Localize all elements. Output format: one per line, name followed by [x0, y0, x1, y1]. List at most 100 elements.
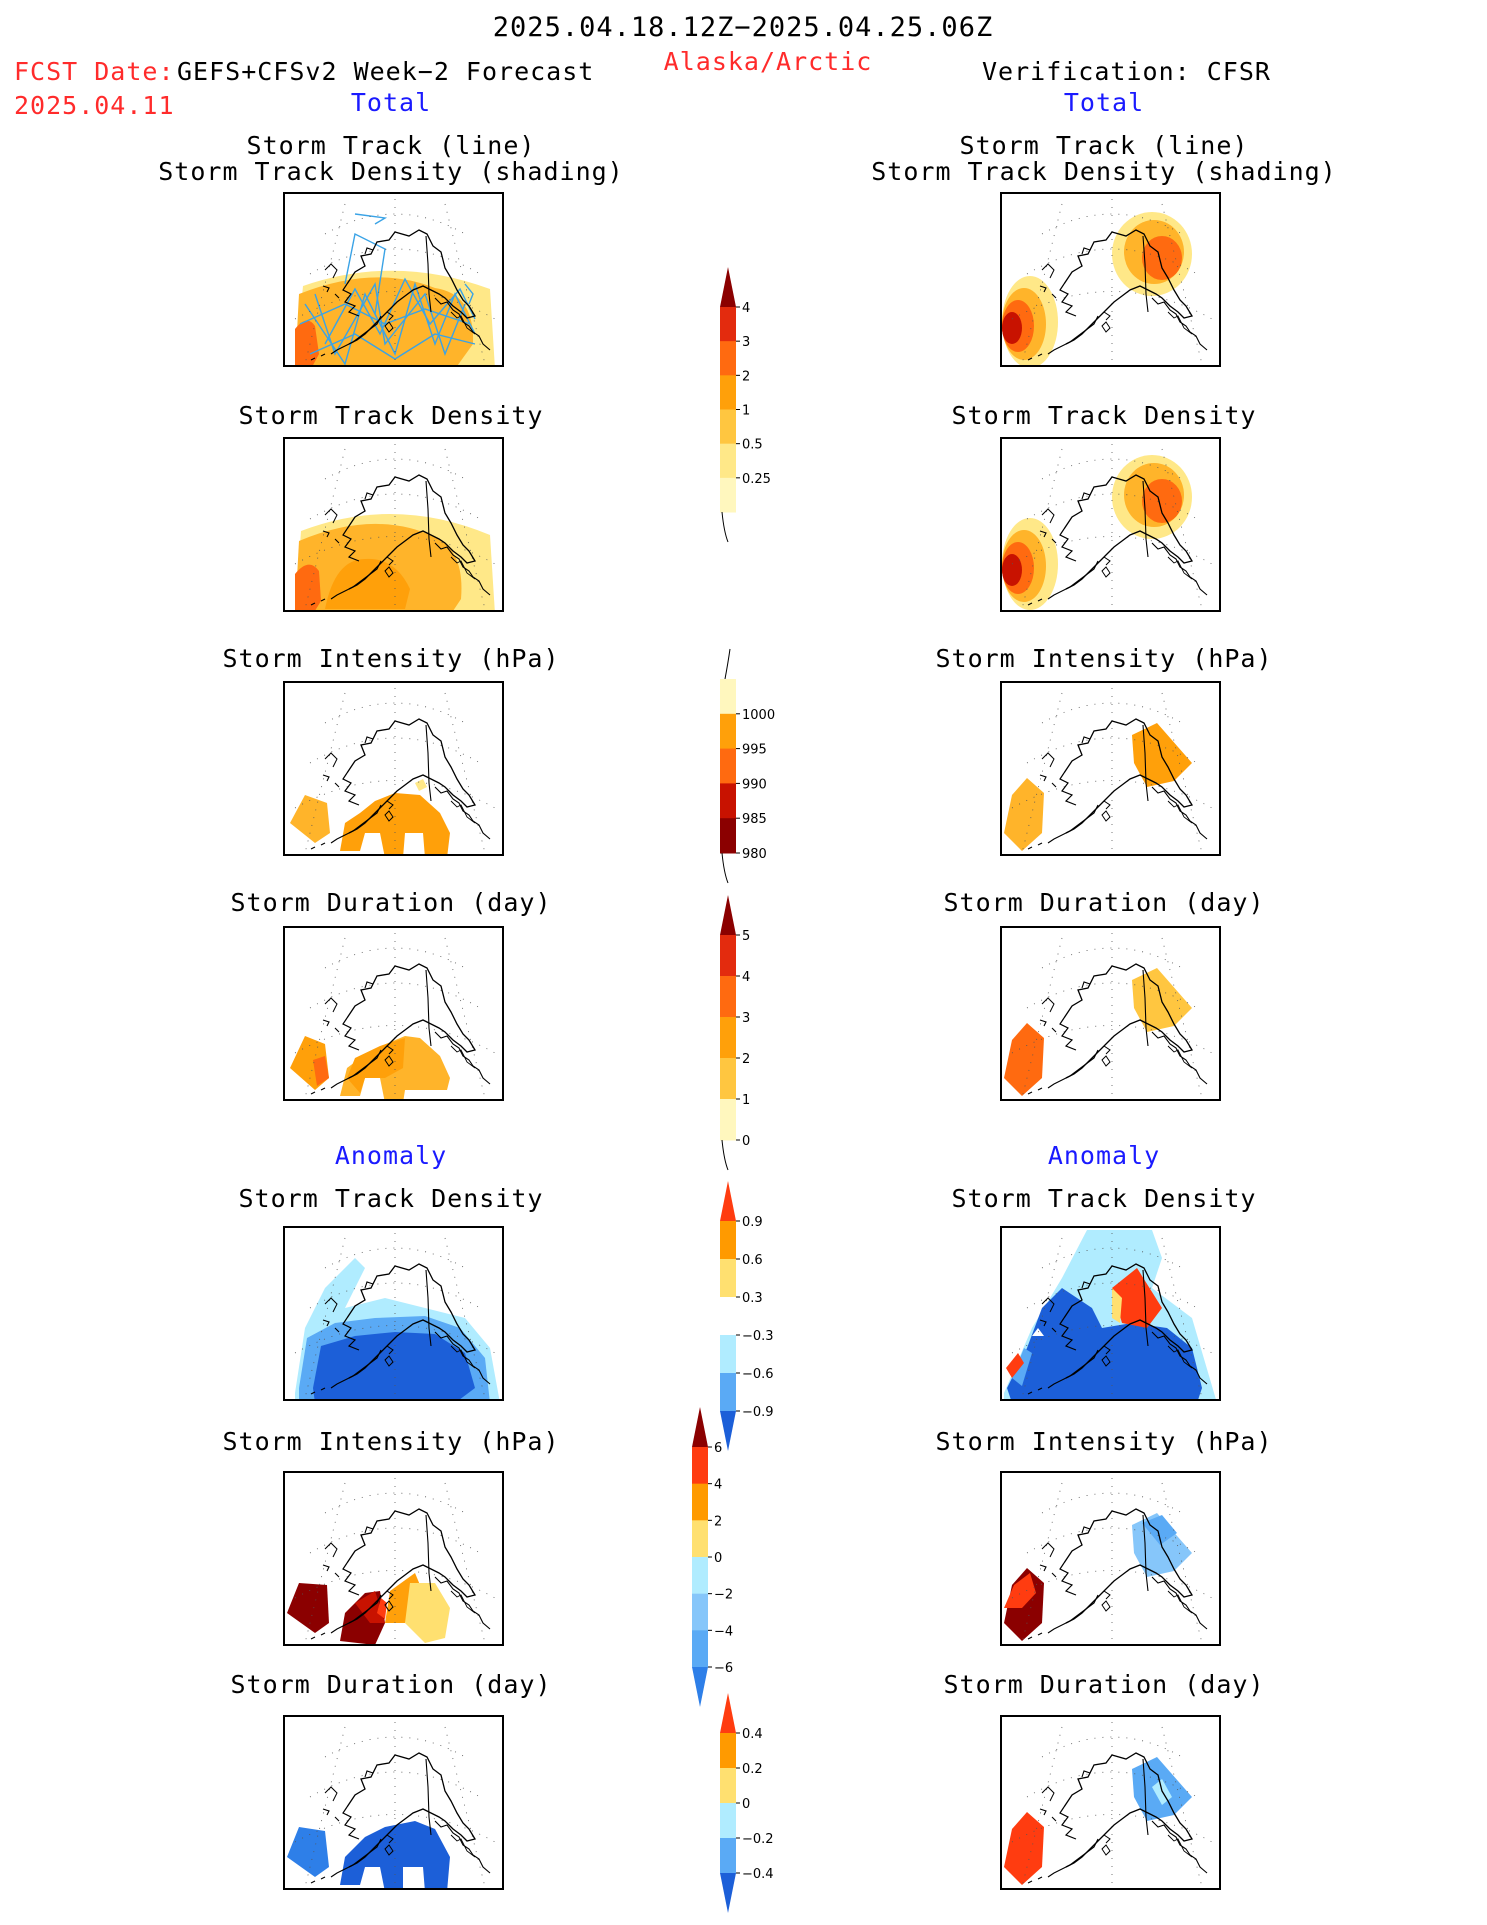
section-total-left: Total — [350, 88, 432, 117]
colorbar-box — [720, 1297, 736, 1336]
map-panel-density-anomaly-forecast — [283, 1226, 504, 1401]
colorbar-box — [720, 1099, 736, 1141]
title-density-right: Storm Track Density — [951, 401, 1257, 430]
colorbar-label: 990 — [742, 777, 767, 792]
colorbar-triangle-top — [720, 1693, 736, 1733]
colorbar-label: 0.9 — [742, 1215, 763, 1230]
title-duration-anom-right: Storm Duration (day) — [943, 1670, 1265, 1699]
colorbar-label: 5 — [742, 929, 750, 944]
colorbar-box — [720, 341, 736, 376]
title-track-line-right: Storm Track (line) — [959, 131, 1249, 160]
map-panel-intensity-forecast — [283, 681, 504, 856]
colorbar-box — [692, 1593, 708, 1631]
section-anomaly-left: Anomaly — [334, 1141, 448, 1170]
colorbar-label: 0.6 — [742, 1253, 763, 1268]
map-panel-intensity-verification — [1000, 681, 1221, 856]
title-duration-left: Storm Duration (day) — [230, 888, 552, 917]
colorbar-label: 2 — [742, 369, 750, 384]
colorbar-triangle-top — [692, 1407, 708, 1447]
title-duration-right: Storm Duration (day) — [943, 888, 1265, 917]
colorbar-box — [720, 976, 736, 1018]
colorbar-label: 985 — [742, 812, 767, 827]
fcst-date-label: FCST Date: — [14, 57, 175, 86]
title-intensity-right: Storm Intensity (hPa) — [935, 644, 1273, 673]
title-track-shading-left: Storm Track Density (shading) — [158, 157, 624, 186]
colorbar-box — [720, 1733, 736, 1769]
colorbar-label: −0.4 — [742, 1867, 774, 1882]
colorbar-label: 0.4 — [742, 1727, 763, 1742]
map-panel-duration-anomaly-verification — [1000, 1715, 1221, 1890]
colorbar-open-end — [721, 1139, 729, 1171]
colorbar-label: 6 — [714, 1441, 722, 1456]
title-density-left: Storm Track Density — [238, 401, 544, 430]
period-title: 2025.04.18.12Z−2025.04.25.06Z — [492, 12, 994, 43]
colorbar-box — [720, 935, 736, 977]
colorbar-intensity-total: 1000 995 990 985 980 — [720, 648, 775, 884]
map-panel-density-anomaly-verification — [1000, 1226, 1221, 1401]
colorbar-box — [720, 818, 736, 854]
colorbar-label: −6 — [714, 1661, 733, 1676]
colorbar-label: 0 — [742, 1134, 750, 1149]
colorbar-open-end — [721, 511, 729, 543]
colorbar-label: −2 — [714, 1588, 733, 1603]
colorbar-label: 2 — [714, 1514, 722, 1529]
title-intensity-anom-left: Storm Intensity (hPa) — [222, 1427, 560, 1456]
colorbar-box — [720, 1335, 736, 1374]
colorbar-box — [692, 1557, 708, 1595]
title-density-anom-right: Storm Track Density — [951, 1184, 1257, 1213]
colorbar-triangle-top — [720, 1181, 736, 1221]
colorbar-open-end — [724, 648, 731, 680]
colorbar-label: −0.2 — [742, 1832, 774, 1847]
colorbar-label: 4 — [742, 970, 750, 985]
map-panel-track-line-forecast — [283, 192, 504, 367]
colorbar-label: 2 — [742, 1052, 750, 1067]
title-density-anom-left: Storm Track Density — [238, 1184, 544, 1213]
colorbar-box — [720, 409, 736, 445]
map-panel-intensity-anomaly-forecast — [283, 1471, 504, 1646]
colorbar-label: −0.9 — [742, 1405, 774, 1420]
colorbar-label: 1 — [742, 404, 750, 419]
colorbar-box — [720, 477, 736, 513]
colorbar-box — [720, 1803, 736, 1839]
colorbar-label: 995 — [742, 743, 767, 758]
map-panel-duration-verification — [1000, 926, 1221, 1101]
fcst-product: GEFS+CFSv2 Week−2 Forecast — [177, 57, 595, 86]
colorbar-label: 0 — [714, 1551, 722, 1566]
colorbar-label: 0.5 — [742, 438, 763, 453]
colorbar-box — [720, 1221, 736, 1260]
colorbar-triangle-bottom — [692, 1667, 708, 1707]
colorbar-box — [692, 1520, 708, 1558]
colorbar-label: 0 — [742, 1797, 750, 1812]
colorbar-intensity-anomaly: 6 4 2 0 −2 −4 −6 — [692, 1407, 733, 1707]
map-panel-duration-forecast — [283, 926, 504, 1101]
colorbar-box — [720, 713, 736, 750]
map-panel-track-line-verification — [1000, 192, 1221, 367]
colorbar-label: 980 — [742, 847, 767, 862]
verification-label: Verification: CFSR — [982, 57, 1271, 86]
map-panel-density-verification — [1000, 437, 1221, 612]
colorbar-triangle-top — [720, 895, 736, 935]
colorbar-label: −0.3 — [742, 1329, 774, 1344]
colorbar-label: 4 — [714, 1478, 722, 1493]
colorbar-label: 3 — [742, 335, 750, 350]
colorbar-duration-anomaly: 0.4 0.2 0 −0.2 −0.4 — [720, 1693, 774, 1913]
colorbar-box — [720, 307, 736, 342]
colorbar-label: −4 — [714, 1624, 733, 1639]
colorbar-box — [720, 1373, 736, 1412]
map-panel-density-forecast — [283, 437, 504, 612]
colorbar-box — [720, 375, 736, 410]
colorbar-label: 4 — [742, 301, 750, 316]
colorbar-label: 0.3 — [742, 1291, 763, 1306]
region-title: Alaska/Arctic — [663, 47, 873, 76]
colorbar-open-end — [721, 852, 729, 884]
colorbar-label: −0.6 — [742, 1367, 774, 1382]
colorbar-box — [720, 679, 736, 715]
colorbar-triangle-bottom — [720, 1411, 736, 1451]
title-duration-anom-left: Storm Duration (day) — [230, 1670, 552, 1699]
colorbar-box — [720, 1768, 736, 1804]
colorbar-box — [720, 783, 736, 819]
colorbar-label: 1 — [742, 1093, 750, 1108]
colorbar-box — [720, 1259, 736, 1298]
colorbar-triangle-bottom — [720, 1873, 736, 1913]
colorbar-label: 0.2 — [742, 1762, 763, 1777]
